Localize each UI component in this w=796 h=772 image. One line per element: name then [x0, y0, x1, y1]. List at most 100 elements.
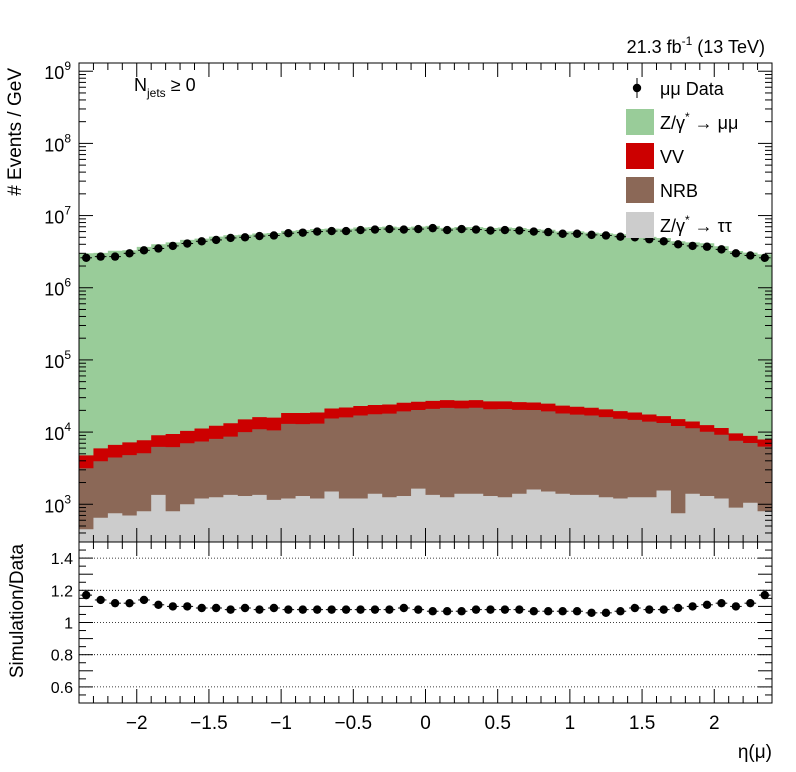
data-point — [601, 231, 611, 240]
data-point — [168, 241, 178, 251]
ratio-point — [284, 605, 293, 614]
x-tick-label: 2 — [709, 713, 720, 734]
ratio-point — [255, 605, 264, 614]
legend-swatch-ztt — [626, 212, 654, 238]
ratio-point — [500, 605, 510, 614]
ratio-point — [515, 605, 524, 614]
ratio-point — [486, 605, 495, 614]
x-tick-label: −0.5 — [335, 713, 373, 734]
ratio-point — [240, 603, 250, 613]
ratio-point — [96, 595, 105, 605]
ratio-y-tick-label: 0.6 — [51, 680, 73, 697]
legend-swatch-nrb — [626, 177, 654, 203]
legend-label-nrb: NRB — [660, 181, 698, 201]
data-point — [442, 225, 452, 235]
ratio-axes-box — [78, 541, 773, 704]
data-point — [269, 231, 279, 240]
ratio-point — [529, 607, 538, 616]
ratio-y-tick-label: 1 — [64, 616, 73, 633]
data-points — [80, 223, 771, 262]
data-point — [746, 251, 755, 260]
y-tick-label: 103 — [44, 492, 71, 516]
data-point — [428, 223, 437, 233]
labels: 103 104 105 106 107 108 109 0.6 0.8 1 1.2 1.4 −2 −1.5… — [5, 34, 772, 763]
data-point — [702, 242, 712, 251]
data-point — [110, 252, 120, 261]
x-tick-label: 1.5 — [629, 713, 655, 734]
x-tick-label: 0.5 — [484, 713, 510, 734]
ratio-point — [428, 607, 437, 616]
data-point — [471, 225, 481, 234]
data-point — [255, 231, 264, 241]
stacked-histogram — [79, 225, 772, 542]
legend-label-ztt: Z/γ* → ττ — [660, 213, 732, 236]
ratio-point — [269, 603, 279, 613]
data-point — [139, 246, 149, 255]
stack-ztt — [79, 488, 772, 542]
ratio-point — [370, 605, 380, 614]
data-point — [284, 228, 293, 238]
ratio-point — [731, 602, 741, 611]
legend-marker-data — [632, 83, 642, 93]
data-point — [226, 233, 235, 243]
legend-label-vv: VV — [660, 147, 684, 167]
ratio-point — [414, 605, 423, 614]
data-point — [341, 226, 351, 236]
data-point — [717, 245, 726, 254]
ratio-point — [399, 603, 409, 613]
data-point — [558, 229, 567, 238]
data-point — [414, 224, 423, 234]
data-point — [500, 225, 510, 235]
y-tick-label: 107 — [44, 204, 71, 228]
ratio-point — [630, 603, 640, 613]
ratio-point — [154, 600, 163, 609]
ratio-point — [211, 603, 221, 613]
data-point — [616, 232, 625, 241]
data-point — [515, 226, 524, 235]
category-label: Njets ≥ 0 — [134, 75, 196, 100]
lumi-label: 21.3 fb-1 (13 TeV) — [627, 34, 765, 57]
ratio-point — [139, 595, 149, 605]
ratio-point — [572, 607, 582, 616]
ratio-point — [587, 608, 596, 618]
data-point — [356, 225, 365, 235]
ratio-point — [471, 605, 481, 614]
ratio-point — [760, 590, 769, 600]
ratio-point — [313, 605, 322, 614]
ratio-point — [746, 598, 755, 608]
data-point — [197, 237, 206, 246]
ratio-point — [673, 603, 683, 613]
data-point — [731, 249, 741, 258]
data-point — [457, 224, 466, 234]
ratio-point — [197, 603, 206, 613]
data-point — [399, 225, 409, 234]
ratio-y-tick-label: 1.4 — [51, 551, 73, 568]
x-tick-label: −1 — [270, 713, 292, 734]
data-point — [659, 237, 668, 246]
y-tick-label: 106 — [44, 276, 71, 300]
legend-label-zmm: Z/γ* → μμ — [660, 110, 738, 133]
ratio-y-axis-title: Simulation/Data — [7, 544, 28, 679]
ratio-points — [80, 590, 771, 618]
data-point — [96, 252, 105, 261]
data-point — [82, 253, 91, 262]
data-point — [385, 224, 394, 234]
data-point — [572, 229, 582, 238]
data-point — [154, 244, 163, 253]
ratio-y-tick-label: 0.8 — [51, 648, 73, 665]
ratio-point — [327, 605, 336, 614]
data-point — [688, 241, 697, 251]
legend-label-data: μμ Data — [660, 79, 725, 99]
ratio-point — [298, 605, 307, 614]
data-point — [183, 239, 192, 248]
ratio-y-tick-label: 1.2 — [51, 583, 73, 600]
ratio-point — [442, 607, 452, 616]
ratio-point — [544, 607, 553, 616]
data-point — [544, 227, 553, 237]
ratio-point — [659, 605, 668, 614]
ratio-point — [110, 598, 120, 608]
data-point — [327, 226, 336, 236]
data-point — [370, 225, 380, 234]
x-tick-label: −2 — [126, 713, 148, 734]
data-point — [313, 227, 322, 236]
